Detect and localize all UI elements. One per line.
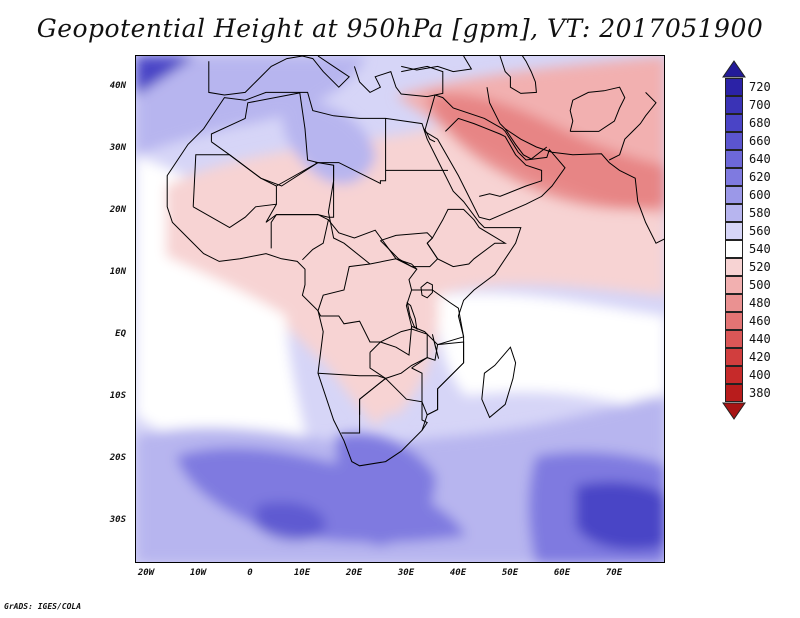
border-afghanistan xyxy=(569,86,626,132)
border-saudi xyxy=(445,117,543,197)
colorbar-label-520: 520 xyxy=(749,260,771,274)
lat-label-20n: 20N xyxy=(109,205,126,215)
coast-greece-turkey xyxy=(353,65,444,98)
lon-label-10e: 10E xyxy=(293,568,311,578)
colorbar-swatch-420 xyxy=(725,348,743,366)
colorbar-label-680: 680 xyxy=(749,116,771,130)
coast-arabia xyxy=(424,94,566,221)
border-pakistan-india xyxy=(608,92,657,161)
border-nigeria xyxy=(270,214,329,261)
border-mali xyxy=(192,154,277,229)
colorbar-label-640: 640 xyxy=(749,152,771,166)
colorbar-swatch-460 xyxy=(725,312,743,330)
lon-label-10w: 10W xyxy=(189,568,207,578)
border-south-africa xyxy=(359,377,428,431)
colorbar-label-480: 480 xyxy=(749,296,771,310)
lat-label-20s: 20S xyxy=(109,453,126,463)
colorbar-swatch-560 xyxy=(725,222,743,240)
field-pink-central xyxy=(286,273,439,416)
colorbar-label-500: 500 xyxy=(749,278,771,292)
border-central-africa xyxy=(328,219,418,270)
colorbar-label-580: 580 xyxy=(749,206,771,220)
border-libya-egypt xyxy=(315,118,387,185)
field-white-east xyxy=(436,293,664,416)
border-tanzania-kenya xyxy=(411,289,465,346)
colorbar-swatch-400 xyxy=(725,366,743,384)
lon-label-20w: 20W xyxy=(137,568,155,578)
colorbar-label-400: 400 xyxy=(749,368,771,382)
border-mozambique xyxy=(411,341,465,416)
colorbar-swatch-680 xyxy=(725,114,743,132)
lon-label-50e: 50E xyxy=(501,568,519,578)
coastlines-and-borders xyxy=(166,56,664,467)
field-blue-med xyxy=(282,96,376,185)
map-canvas xyxy=(136,56,664,562)
colorbar-swatch-520 xyxy=(725,258,743,276)
colorbar-swatch-720 xyxy=(725,78,743,96)
coast-caspian xyxy=(499,56,537,94)
coast-europe-south xyxy=(208,56,350,96)
lake-malawi xyxy=(431,334,440,359)
map-title: Geopotential Height at 950hPa [gpm], VT:… xyxy=(36,14,764,43)
colorbar-label-660: 660 xyxy=(749,134,771,148)
lat-label-10s: 10S xyxy=(109,391,126,401)
sea-red-inner xyxy=(424,128,436,143)
colorbar-label-620: 620 xyxy=(749,170,771,184)
colorbar-swatch-700 xyxy=(725,96,743,114)
colorbar-label-460: 460 xyxy=(749,314,771,328)
field-blue-nw-light xyxy=(136,56,366,156)
field-blue-sw-deep xyxy=(256,502,326,541)
colorbar-label-420: 420 xyxy=(749,350,771,364)
lon-label-60e: 60E xyxy=(553,568,571,578)
lon-label-70e: 70E xyxy=(605,568,623,578)
field-red-arabia xyxy=(426,93,664,210)
lat-label-30s: 30S xyxy=(109,515,126,525)
coast-iran-india xyxy=(504,128,664,244)
border-sudan-south xyxy=(380,232,439,268)
colorbar-swatch-640 xyxy=(725,150,743,168)
lon-label-0: 0 xyxy=(247,568,253,578)
lat-label-10n: 10N xyxy=(109,267,126,277)
colorbar-swatch-480 xyxy=(725,294,743,312)
lon-label-40e: 40E xyxy=(449,568,467,578)
colorbar-swatch-580 xyxy=(725,204,743,222)
colorbar-swatch-600 xyxy=(725,186,743,204)
lon-label-30e: 30E xyxy=(397,568,415,578)
colorbar-swatch-380 xyxy=(725,384,743,402)
field-blue-se-deep xyxy=(576,481,664,550)
colorbar-swatch-440 xyxy=(725,330,743,348)
lat-label-40n: 40N xyxy=(109,81,126,91)
grads-credit: GrADS: IGES/COLA xyxy=(4,602,82,611)
lake-tanganyika xyxy=(406,301,418,331)
colorbar-label-600: 600 xyxy=(749,188,771,202)
border-drc xyxy=(317,258,418,356)
coast-black-sea xyxy=(401,56,473,73)
colorbar-label-440: 440 xyxy=(749,332,771,346)
border-ethiopia xyxy=(426,208,508,268)
colorbar-label-700: 700 xyxy=(749,98,771,112)
field-blue-southafrica xyxy=(336,433,436,546)
colorbar-label-560: 560 xyxy=(749,224,771,238)
colorbar-label-720: 720 xyxy=(749,80,771,94)
colorbar-swatch-500 xyxy=(725,276,743,294)
colorbar-label-540: 540 xyxy=(749,242,771,256)
border-iraq-iran xyxy=(486,87,506,130)
lat-label-30n: 30N xyxy=(109,143,126,153)
lon-label-20e: 20E xyxy=(345,568,363,578)
border-niger xyxy=(265,162,335,223)
map-plot-area[interactable] xyxy=(135,55,665,563)
colorbar-label-380: 380 xyxy=(749,386,771,400)
colorbar-swatch-620 xyxy=(725,168,743,186)
colorbar-swatch-540 xyxy=(725,240,743,258)
lat-label-eq: EQ xyxy=(115,329,126,339)
colorbar-top-arrow xyxy=(722,60,746,78)
colorbar-bottom-arrow xyxy=(722,402,746,420)
lake-victoria xyxy=(420,281,433,299)
coast-madagascar xyxy=(481,346,517,419)
gulf-persian xyxy=(504,128,548,160)
colorbar-swatch-660 xyxy=(725,132,743,150)
